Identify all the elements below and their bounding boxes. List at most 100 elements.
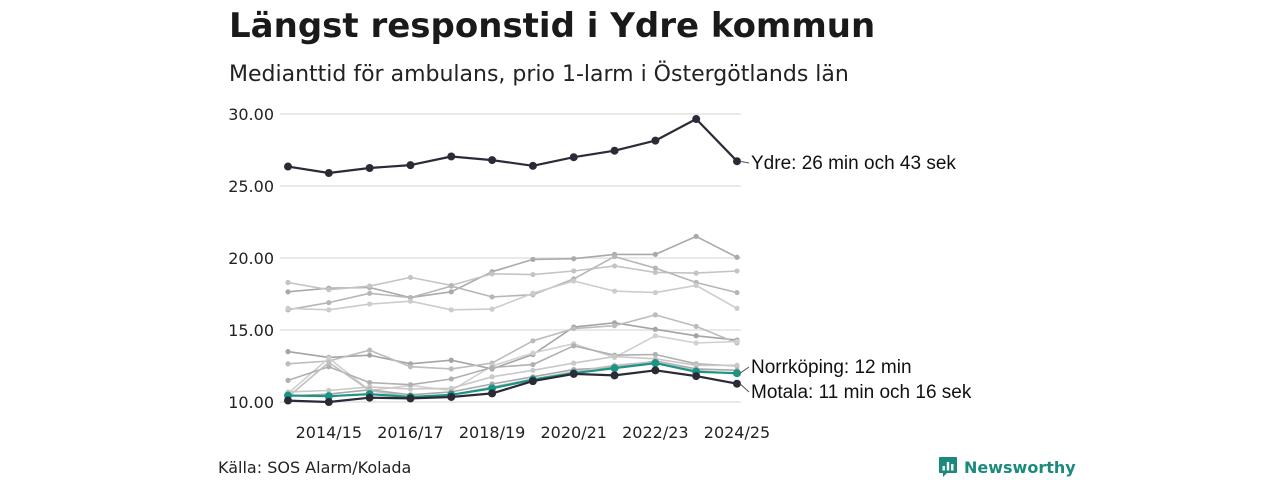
- data-point: [734, 289, 740, 296]
- data-point: [571, 268, 577, 274]
- data-point: [693, 282, 699, 288]
- series-line: [287, 314, 738, 370]
- data-point: [489, 271, 495, 277]
- data-point: [448, 385, 454, 391]
- data-point: [489, 364, 495, 371]
- data-point: [367, 379, 373, 386]
- data-point: [367, 347, 373, 353]
- data-point: [734, 362, 740, 368]
- data-point: [326, 359, 332, 365]
- series-motala: [284, 366, 741, 406]
- series-line: [287, 265, 738, 291]
- series-kommun-i: [285, 354, 740, 395]
- data-point: [407, 382, 414, 388]
- data-point: [652, 289, 658, 296]
- series-kommun-b: [285, 263, 740, 293]
- data-point: [447, 152, 456, 161]
- y-tick-label: 25.00: [228, 177, 274, 196]
- data-point: [611, 354, 618, 360]
- data-point: [530, 271, 536, 278]
- data-point: [489, 294, 495, 300]
- series-line: [287, 345, 738, 386]
- data-point: [693, 270, 699, 276]
- data-point: [530, 350, 536, 356]
- data-point: [285, 279, 291, 286]
- data-point: [611, 288, 618, 294]
- data-point: [733, 379, 741, 388]
- data-point: [528, 377, 537, 386]
- x-tick-label: 2024/25: [704, 423, 770, 442]
- series-end-label: Ydre: 26 min och 43 sek: [751, 153, 956, 174]
- data-point: [611, 253, 618, 260]
- x-tick-label: 2016/17: [377, 423, 443, 442]
- data-point: [530, 290, 536, 296]
- series-end-label: Motala: 11 min och 16 sek: [751, 382, 972, 403]
- series-end-label: Norrköping: 12 min: [751, 357, 912, 378]
- data-point: [489, 374, 495, 380]
- data-point: [693, 233, 699, 239]
- data-point: [285, 305, 291, 311]
- y-tick-label: 15.00: [228, 321, 274, 340]
- data-point: [571, 343, 577, 349]
- series-line: [287, 255, 738, 311]
- data-point: [652, 269, 658, 275]
- data-point: [365, 393, 374, 402]
- data-point: [571, 256, 577, 262]
- data-point: [571, 325, 577, 332]
- data-point: [651, 136, 660, 145]
- data-point: [651, 366, 660, 375]
- chart-subtitle: Medianttid för ambulans, prio 1-larm i Ö…: [229, 62, 849, 87]
- series-line: [287, 322, 738, 370]
- data-point: [530, 256, 536, 263]
- data-point: [448, 283, 454, 289]
- series-line: [287, 362, 738, 399]
- data-point: [734, 268, 740, 274]
- data-point: [367, 290, 373, 296]
- y-axis-ticks: 10.00 15.00 20.00 25.00 30.00: [228, 105, 274, 412]
- data-point: [652, 333, 658, 339]
- x-axis-ticks: 2014/15 2016/17 2018/19 2020/21 2022/23 2024/…: [296, 423, 771, 442]
- data-point: [447, 392, 456, 401]
- data-point: [407, 386, 414, 392]
- label-connector: [739, 160, 750, 164]
- data-point: [326, 387, 332, 394]
- x-tick-label: 2014/15: [296, 423, 362, 442]
- x-tick-label: 2020/21: [540, 423, 606, 442]
- newsworthy-logo-icon: [939, 457, 957, 477]
- data-point: [324, 169, 333, 178]
- data-point: [365, 164, 374, 172]
- chart-title: Längst responstid i Ydre kommun: [229, 6, 876, 46]
- data-point: [651, 359, 660, 368]
- data-point: [488, 389, 497, 398]
- data-point: [530, 367, 536, 373]
- series-line: [287, 280, 738, 311]
- series-line: [287, 117, 738, 175]
- data-point: [407, 364, 414, 370]
- series-line: [287, 355, 737, 393]
- highlighted-series: [284, 115, 741, 406]
- data-point: [733, 369, 741, 378]
- data-point: [284, 396, 292, 405]
- brand-logo[interactable]: Newsworthy: [938, 456, 1076, 478]
- data-point: [569, 369, 578, 378]
- data-point: [528, 161, 537, 170]
- data-point: [693, 323, 699, 329]
- data-point: [530, 361, 536, 368]
- series-kommun-f: [285, 312, 740, 372]
- data-point: [692, 115, 701, 124]
- label-connector: [739, 383, 750, 393]
- data-point: [326, 300, 332, 306]
- data-point: [285, 361, 291, 367]
- data-point: [326, 355, 332, 361]
- y-tick-label: 30.00: [228, 105, 274, 124]
- data-point: [488, 156, 497, 165]
- data-point: [326, 307, 332, 313]
- series-end-labels: Ydre: 26 min och 43 sek Norrköping: 12 mi…: [739, 153, 972, 403]
- x-tick-label: 2018/19: [459, 423, 525, 442]
- data-point: [530, 338, 536, 344]
- data-point: [693, 362, 699, 368]
- data-point: [610, 371, 619, 380]
- line-chart: 10.00 15.00 20.00 25.00 30.00 2014/15 2016/17…: [228, 105, 972, 442]
- data-point: [733, 157, 741, 166]
- data-point: [284, 162, 292, 171]
